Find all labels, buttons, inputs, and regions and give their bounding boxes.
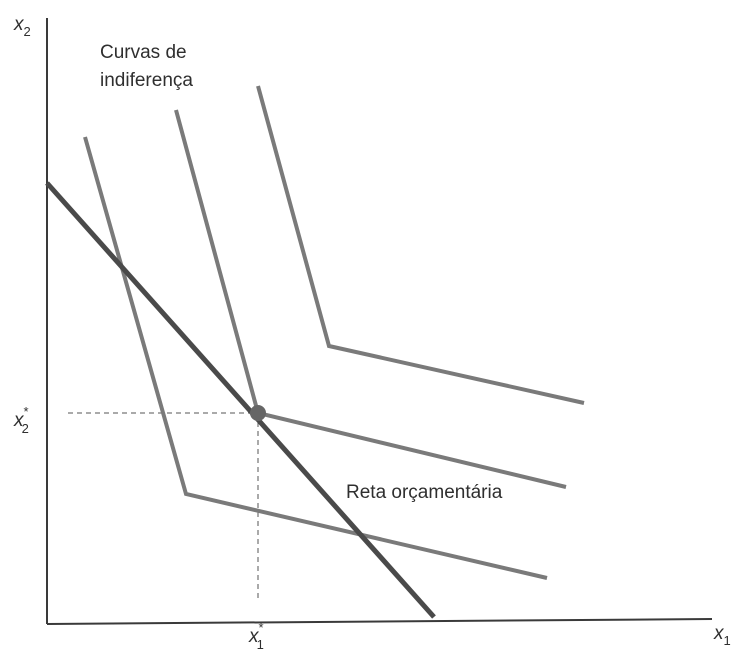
y-axis-label: x2 <box>13 14 31 39</box>
x-axis-label: x1 <box>713 623 731 648</box>
indifference-curves-label-line2: indiferença <box>100 70 193 91</box>
indifference-curve-1 <box>83 136 548 580</box>
indifference-curve-3 <box>256 85 585 405</box>
indifference-curves-label-line1: Curvas de <box>100 42 187 63</box>
x-axis <box>46 618 713 625</box>
indifference-curve-2 <box>174 109 567 489</box>
x2-star-label: x* 2 <box>13 404 29 436</box>
budget-line <box>45 181 436 619</box>
budget-line-label: Reta orçamentária <box>346 482 503 503</box>
x1-star-label: x* 1 <box>248 620 264 649</box>
optimum-point <box>250 405 266 421</box>
